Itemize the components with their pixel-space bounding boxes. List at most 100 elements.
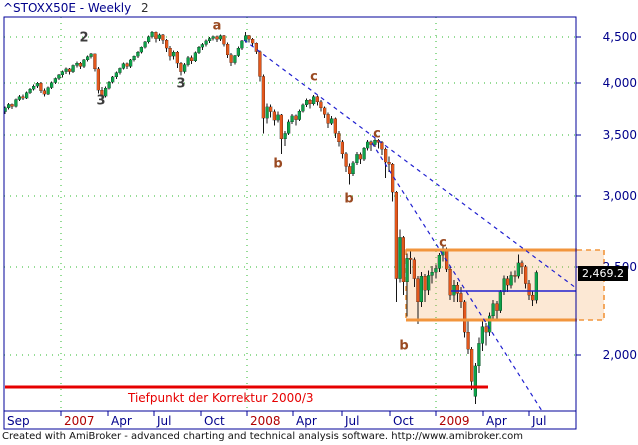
candle-up	[186, 57, 190, 65]
trendline	[243, 39, 577, 289]
candle-up	[114, 72, 119, 78]
candle-up	[286, 121, 291, 134]
chart-title-badge: 2	[141, 1, 149, 15]
candle-down	[459, 293, 463, 303]
wave-label-b: b	[273, 156, 283, 172]
x-axis-label[interactable]: Sep	[7, 414, 30, 428]
candle-up	[351, 162, 355, 175]
candle-up	[64, 68, 68, 72]
candlestick-series	[3, 30, 539, 405]
candle-up	[204, 40, 208, 45]
wave-label-3: 3	[176, 76, 186, 92]
candle-up	[477, 343, 481, 367]
x-axis-label[interactable]: Oct	[204, 414, 225, 428]
candle-up	[146, 36, 151, 43]
wave-label-c: c	[439, 235, 447, 251]
candle-down	[10, 104, 14, 107]
candle-up	[35, 82, 40, 87]
candle-up	[329, 118, 334, 124]
candle-down	[258, 51, 262, 77]
x-axis-label[interactable]: Jul	[344, 414, 359, 428]
x-axis-labels[interactable]: Sep 2007 Apr Jul Oct 2008 Apr Jul Oct 2009 Apr Jul	[7, 414, 546, 428]
candle-up	[283, 133, 287, 140]
x-axis-label[interactable]: Oct	[393, 414, 414, 428]
candle-down	[315, 96, 320, 103]
candle-up	[290, 115, 294, 123]
candle-down	[462, 301, 467, 333]
candle-up	[53, 78, 58, 83]
candle-up	[240, 40, 244, 49]
candle-down	[161, 34, 165, 41]
candle-down	[96, 68, 101, 91]
candle-up	[150, 31, 154, 37]
plot-frame	[3, 16, 577, 412]
wave-label-a: a	[212, 18, 222, 34]
candle-down	[337, 133, 341, 143]
drawn-lines[interactable]	[5, 39, 577, 412]
candle-down	[358, 154, 363, 160]
candle-down	[154, 31, 158, 39]
candle-up	[265, 106, 269, 119]
candle-down	[279, 114, 284, 140]
x-axis-label[interactable]: Apr	[111, 414, 132, 428]
candle-down	[67, 68, 72, 72]
candle-up	[304, 99, 309, 106]
candle-down	[250, 38, 255, 44]
candle-down	[495, 303, 499, 311]
candle-up	[498, 291, 503, 311]
candle-down	[466, 331, 470, 350]
candle-up	[110, 76, 115, 83]
x-axis-label[interactable]: 2008	[250, 414, 281, 428]
candle-down	[412, 259, 417, 279]
candle-up	[516, 262, 521, 277]
wave-label-b: b	[344, 191, 354, 207]
candle-up	[82, 59, 86, 67]
candle-down	[423, 275, 427, 291]
x-axis-label[interactable]: 2009	[439, 414, 470, 428]
x-axis-label[interactable]: 2007	[64, 414, 95, 428]
y-axis-label[interactable]: 3,000	[603, 189, 637, 203]
candle-up	[276, 114, 280, 121]
x-axis-label[interactable]: Jul	[531, 414, 546, 428]
candle-down	[469, 348, 474, 382]
candle-up	[49, 82, 54, 88]
candle-down	[513, 275, 517, 277]
candle-up	[28, 88, 32, 93]
candle-down	[340, 141, 345, 155]
candle-down	[179, 62, 183, 72]
candle-down	[93, 53, 97, 70]
range-box-borders[interactable]	[406, 248, 577, 322]
candle-down	[347, 166, 352, 175]
candle-up	[509, 275, 513, 286]
candle-down	[326, 114, 330, 124]
x-axis-label[interactable]: Apr	[486, 414, 507, 428]
candle-up	[60, 71, 65, 76]
candle-down	[383, 148, 388, 163]
wave-label-3: 3	[96, 93, 106, 109]
candle-up	[236, 47, 241, 56]
candle-up	[14, 99, 18, 107]
y-axis-label[interactable]: 4,000	[603, 76, 637, 90]
candle-down	[168, 47, 172, 57]
y-axis-label[interactable]: 4,500	[603, 30, 637, 44]
candle-up	[121, 63, 126, 69]
y-axis-label[interactable]: 3,500	[603, 128, 637, 142]
candle-down	[505, 278, 510, 286]
candle-down	[416, 278, 420, 303]
candle-up	[365, 141, 370, 149]
candle-up	[136, 51, 140, 57]
candle-down	[42, 90, 47, 95]
candle-up	[452, 284, 456, 296]
y-axis-label[interactable]: 2,000	[603, 348, 637, 362]
candle-down	[294, 115, 298, 120]
candle-up	[118, 68, 122, 73]
candle-up	[373, 139, 377, 145]
x-axis-label[interactable]: Apr	[296, 414, 317, 428]
candle-up	[434, 268, 438, 273]
x-axis-label[interactable]: Jul	[156, 414, 171, 428]
candle-down	[448, 268, 452, 296]
candle-down	[530, 294, 535, 301]
